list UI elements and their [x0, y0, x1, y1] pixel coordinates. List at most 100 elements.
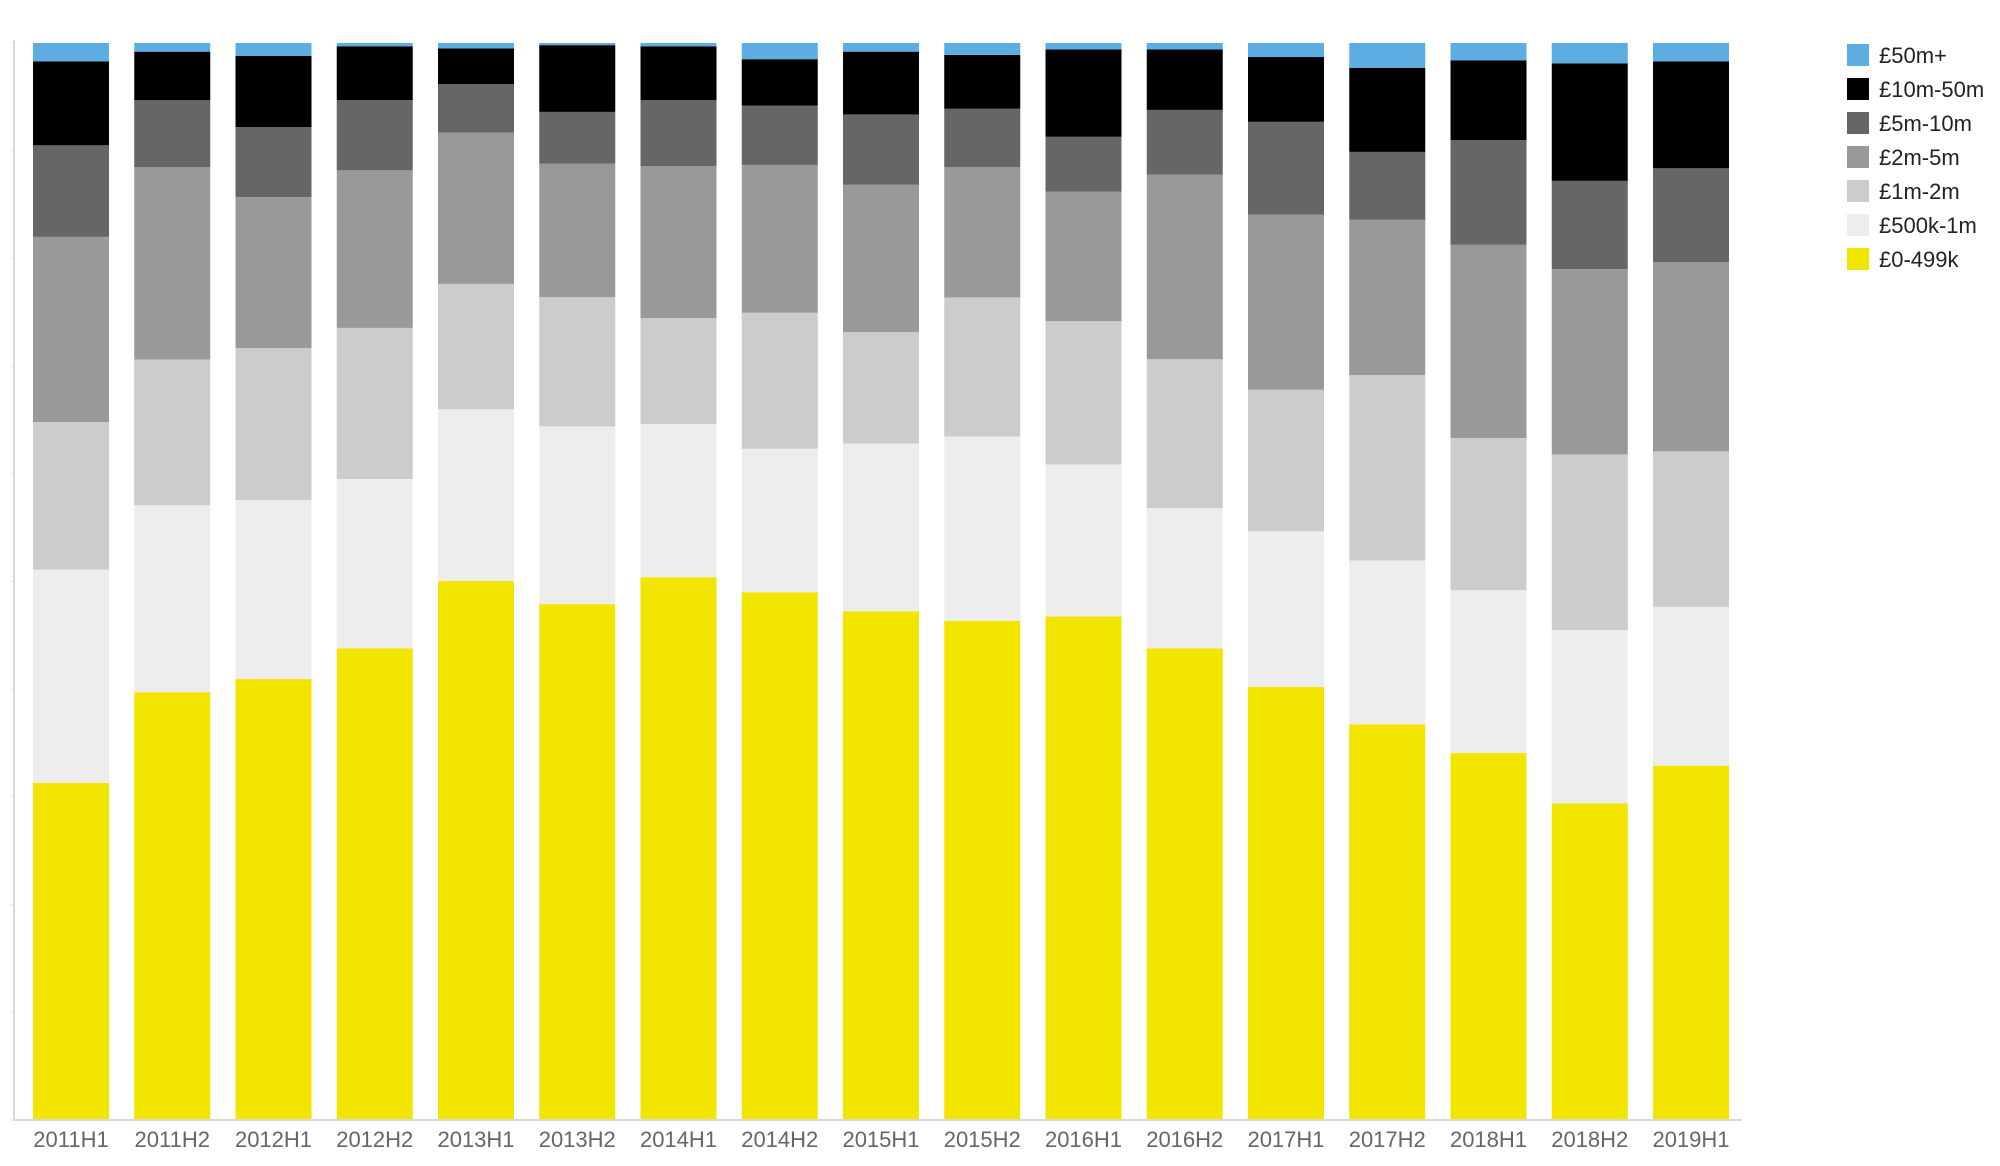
bar-segment — [134, 51, 211, 101]
legend-label: £50m+ — [1879, 43, 1947, 68]
bar-segment — [336, 648, 413, 1120]
bar-segment — [235, 348, 312, 501]
bar-segment — [1146, 109, 1223, 175]
bar-column — [1653, 43, 1729, 1120]
x-tick-label: 2012H2 — [336, 1127, 413, 1152]
bar-segment — [843, 332, 919, 444]
bar-segment — [944, 166, 1021, 298]
bar-segment — [438, 409, 514, 581]
bar-segment — [741, 312, 818, 449]
bar-segment — [1248, 686, 1324, 1120]
bar-column — [33, 43, 109, 1120]
bar-segment — [438, 580, 514, 1120]
bar-segment — [1045, 191, 1122, 322]
legend-swatch — [1847, 214, 1869, 236]
bar-column — [1045, 43, 1122, 1120]
bar-segment — [1551, 629, 1628, 804]
bar-segment — [1045, 43, 1122, 50]
bar-segment — [843, 611, 919, 1120]
x-tick-label: 2011H1 — [33, 1127, 108, 1152]
bar-segment — [1248, 121, 1324, 215]
legend-item: £5m-10m — [1847, 111, 1972, 136]
bar-segment — [843, 43, 919, 52]
x-axis-tick-labels: 2011H1 2011H2 2012H1 2012H2 2013H1 2013H2 2014… — [33, 1127, 1729, 1152]
bar-segment — [1248, 214, 1324, 390]
bar-segment — [1653, 61, 1729, 169]
bar-segment — [1146, 648, 1223, 1120]
bar-column — [235, 43, 312, 1120]
bar-segment — [1349, 375, 1426, 561]
bar-segment — [1653, 168, 1729, 263]
bar-segment — [944, 297, 1021, 437]
legend-label: £10m-50m — [1879, 77, 1984, 102]
bar-segment — [640, 318, 717, 424]
bar-segment — [1450, 244, 1527, 438]
bar-segment — [336, 170, 413, 328]
legend-item: £500k-1m — [1847, 213, 1977, 238]
x-tick-label: 2018H1 — [1450, 1127, 1527, 1152]
bar-segment — [134, 692, 211, 1120]
x-tick-label: 2019H1 — [1652, 1127, 1729, 1152]
bar-segment — [134, 43, 211, 52]
bar-segment — [134, 167, 211, 360]
bar-segment — [1248, 389, 1324, 532]
legend-label: £5m-10m — [1879, 111, 1972, 136]
bar-column — [1146, 43, 1223, 1120]
bar-segment — [741, 59, 818, 106]
bar-segment — [1349, 560, 1426, 725]
bar-segment — [843, 51, 919, 115]
bar-segment — [843, 114, 919, 185]
bar-segment — [33, 569, 109, 783]
bar-segment — [1146, 43, 1223, 50]
x-tick-label: 2014H2 — [741, 1127, 818, 1152]
x-tick-label: 2011H2 — [135, 1127, 210, 1152]
bar-column — [944, 43, 1021, 1120]
bar-segment — [1349, 67, 1426, 152]
legend-label: £2m-5m — [1879, 145, 1960, 170]
bar-segment — [539, 43, 616, 46]
bar-segment — [741, 164, 818, 313]
bar-segment — [235, 55, 312, 128]
legend-item: £2m-5m — [1847, 145, 1960, 170]
bar-segment — [640, 423, 717, 578]
bar-segment — [1349, 724, 1426, 1120]
bar-segment — [1551, 43, 1628, 64]
bar-segment — [1045, 321, 1122, 465]
bar-segment — [1045, 49, 1122, 137]
bar-column — [1248, 43, 1324, 1120]
legend-item: £10m-50m — [1847, 77, 1984, 102]
bar-segment — [1551, 269, 1628, 455]
bar-segment — [33, 236, 109, 423]
bar-segment — [1450, 60, 1527, 141]
x-tick-label: 2017H2 — [1349, 1127, 1426, 1152]
bar-segment — [1045, 136, 1122, 192]
bar-segment — [1045, 464, 1122, 617]
legend-item: £0-499k — [1847, 247, 1960, 272]
bar-segment — [1653, 43, 1729, 62]
legend-label: £1m-2m — [1879, 179, 1960, 204]
bar-segment — [843, 443, 919, 612]
bar-column — [741, 43, 818, 1120]
bar-segment — [1146, 174, 1223, 360]
legend-label: £500k-1m — [1879, 213, 1977, 238]
bar-segment — [1653, 451, 1729, 607]
x-tick-label: 2016H2 — [1146, 1127, 1223, 1152]
legend-swatch — [1847, 112, 1869, 134]
bar-segment — [438, 84, 514, 133]
bar-segment — [741, 592, 818, 1120]
y-axis-ticks — [10, 42, 14, 1121]
bar-segment — [640, 166, 717, 319]
bar-segment — [944, 54, 1021, 109]
bar-segment — [640, 46, 717, 101]
legend-item: £50m+ — [1847, 43, 1947, 68]
bar-segment — [33, 145, 109, 237]
bar-segment — [1653, 765, 1729, 1120]
bar-segment — [1450, 437, 1527, 591]
bar-segment — [640, 43, 717, 47]
bar-segment — [944, 436, 1021, 621]
bar-segment — [336, 478, 413, 649]
bar-segment — [539, 111, 616, 164]
bar-segment — [741, 105, 818, 165]
bar-segment — [235, 500, 312, 680]
bar-segment — [539, 163, 616, 298]
